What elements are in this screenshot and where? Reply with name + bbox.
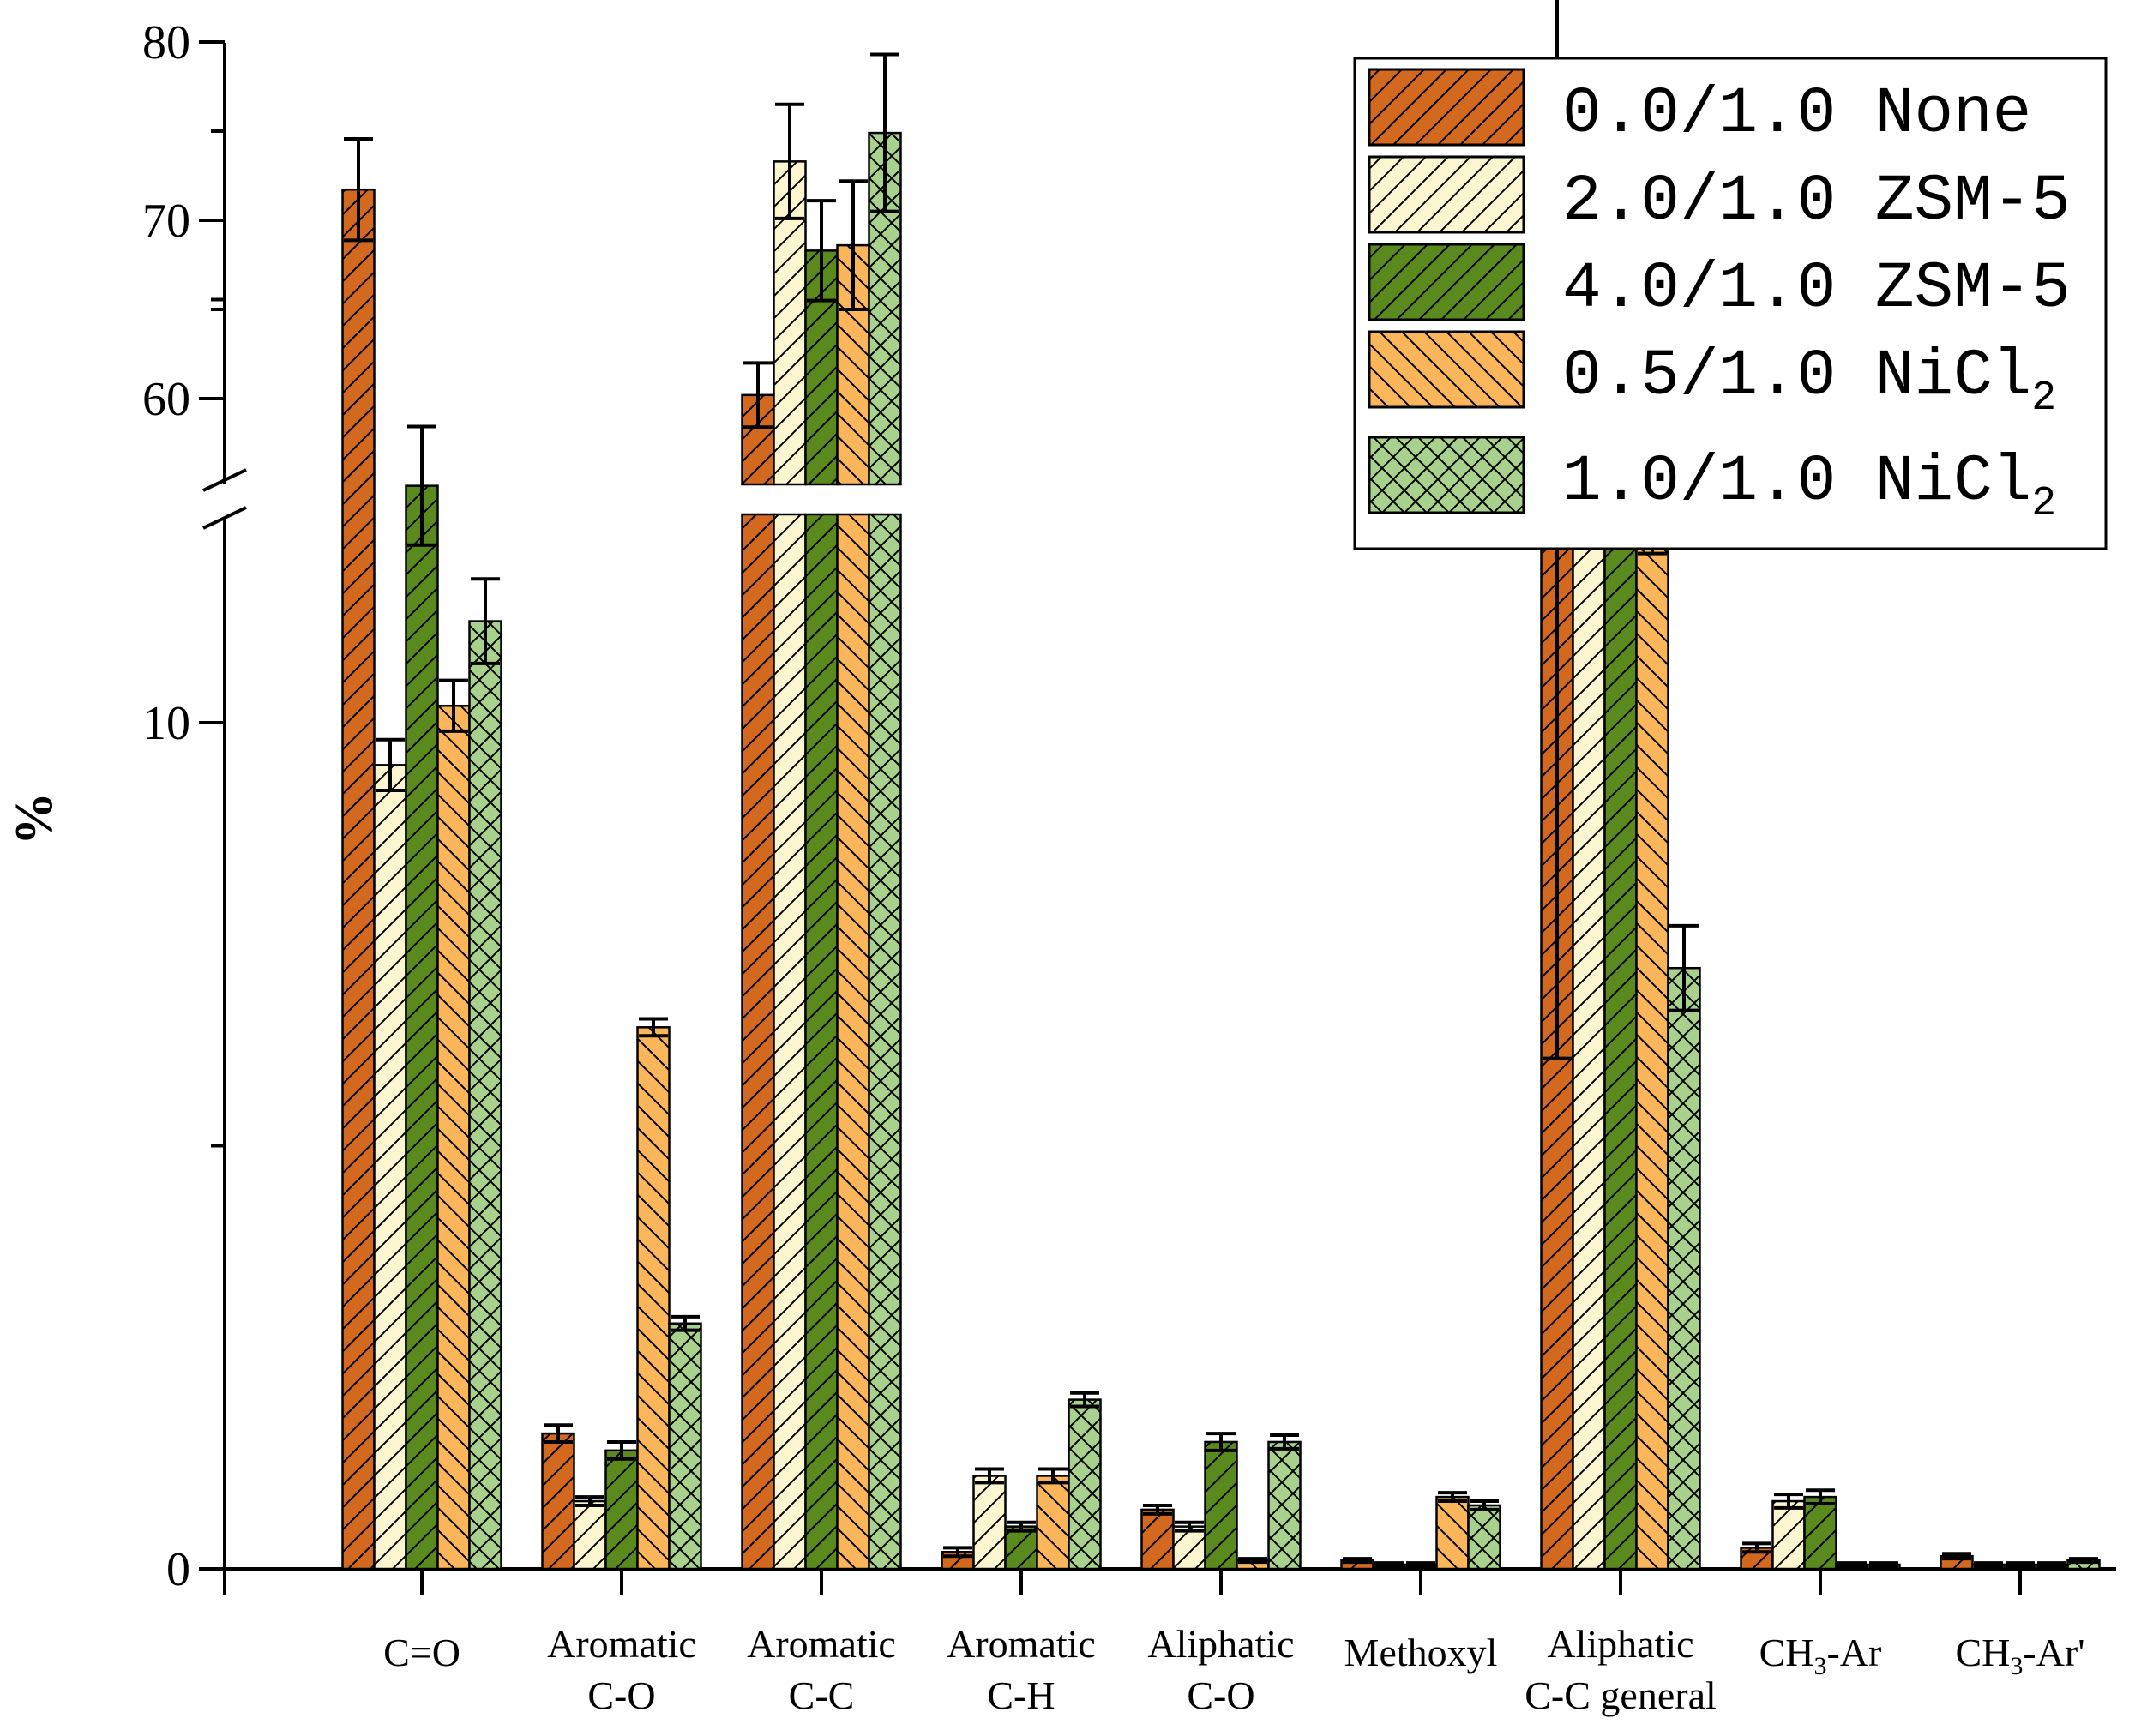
legend-swatch: [1368, 436, 1525, 514]
x-tick-label: C-C: [789, 1673, 855, 1717]
y-tick-label: 70: [142, 195, 190, 248]
bar: [1204, 1440, 1238, 1571]
x-tick-label: Aliphatic: [1547, 1622, 1693, 1666]
bar: [1435, 1495, 1470, 1571]
bar: [741, 513, 775, 1571]
bar: [405, 484, 439, 1571]
x-tick-label: C-O: [1187, 1673, 1254, 1717]
axis-break-mark: [202, 468, 247, 492]
bar: [668, 1322, 702, 1571]
bar: [1267, 1440, 1302, 1571]
x-tick-label: Aromatic: [547, 1622, 696, 1666]
bar: [604, 1449, 639, 1571]
y-tick-label: 10: [142, 697, 190, 750]
bar: [868, 513, 902, 1571]
bar: [373, 764, 407, 1571]
bar: [636, 1026, 671, 1571]
x-tick-label: CH3-Ar': [1955, 1631, 2084, 1680]
x-tick-label: C-O: [587, 1673, 655, 1717]
axis-break-mark: [202, 506, 247, 530]
axis-break-gap: [720, 486, 926, 513]
bar: [1068, 1398, 1102, 1571]
x-tick-label: C=O: [383, 1631, 460, 1674]
x-tick-label: Aromatic: [747, 1622, 896, 1666]
labels: 01020607080C=OAromaticC-OAromaticC-CArom…: [142, 16, 2085, 1717]
y-tick-label: 80: [142, 16, 190, 69]
bar: [1036, 1475, 1070, 1571]
x-tick-label: Aromatic: [947, 1622, 1096, 1666]
bar: [573, 1499, 607, 1571]
bar: [1172, 1525, 1206, 1571]
x-tick-label: C-H: [987, 1673, 1055, 1717]
bar: [1467, 1504, 1501, 1571]
bar: [773, 513, 807, 1571]
x-tick-label: Aliphatic: [1147, 1622, 1294, 1666]
bar: [1004, 1525, 1038, 1571]
bar: [541, 1432, 575, 1571]
x-tick-label: C-C general: [1525, 1673, 1717, 1717]
legend-label: 2.0/1.0 ZSM-5: [1562, 165, 2071, 238]
legend-swatch: [1368, 155, 1525, 234]
legend-swatch: [1368, 243, 1525, 321]
legend-label: 0.0/1.0 None: [1562, 77, 2031, 151]
x-tick-label: Methoxyl: [1344, 1631, 1498, 1674]
y-tick-label: 60: [142, 373, 190, 426]
bar: [1771, 1499, 1806, 1571]
y-tick-label: 0: [166, 1543, 190, 1596]
legend-swatch: [1368, 330, 1525, 409]
bars: [341, 131, 2101, 1571]
legend-label: 1.0/1.0 NiCl2: [1562, 445, 2056, 527]
legend-label: 4.0/1.0 ZSM-5: [1562, 252, 2071, 326]
bar: [972, 1475, 1007, 1571]
bar: [1140, 1508, 1175, 1571]
legend-swatch: [1368, 68, 1525, 147]
bar: [1635, 467, 1669, 1571]
y-axis-label: %: [5, 792, 63, 845]
legend-label: 0.5/1.0 NiCl2: [1562, 339, 2056, 422]
bar: [1667, 966, 1701, 1571]
bar: [804, 513, 839, 1571]
bar: [468, 620, 502, 1571]
legend: 0.0/1.0 None 2.0/1.0 ZSM-5 4.0/1.0 ZSM-5 0.…: [1353, 57, 2108, 550]
bar: [1803, 1495, 1837, 1571]
bar: [836, 513, 870, 1571]
bar: [436, 705, 471, 1571]
bar: [341, 188, 376, 1571]
x-tick-label: CH3-Ar: [1759, 1631, 1882, 1680]
